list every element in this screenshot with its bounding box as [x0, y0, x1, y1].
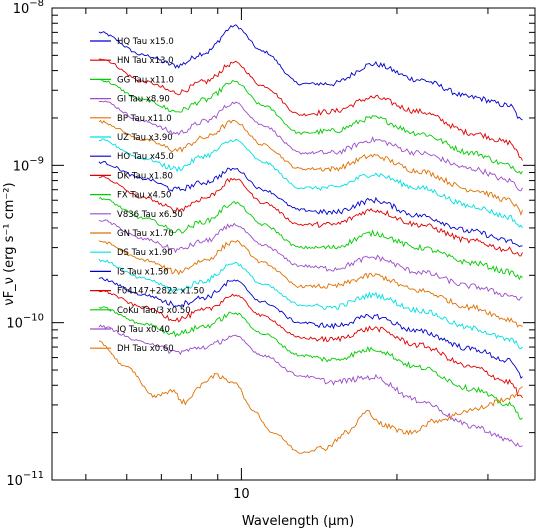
series-line-16	[98, 340, 523, 454]
y-tick-label-2: 10−9	[13, 155, 44, 174]
series-line-11	[98, 258, 523, 350]
legend-label-11: DS Tau x1.90	[117, 248, 173, 258]
x-axis-label: Wavelength (μm)	[242, 514, 354, 529]
y-tick-labels: 10−11 10−10 10−9 10−8	[6, 0, 44, 489]
legend-label-10: GN Tau x1.70	[117, 229, 174, 239]
axis-ticks	[52, 8, 535, 481]
series-line-4	[98, 119, 523, 216]
series-line-8	[98, 197, 523, 281]
x-tick-labels: 10	[233, 487, 250, 502]
legend: HQ Tau x15.0 HN Tau x13.0 GG Tau x11.0 GI T…	[90, 37, 204, 354]
y-tick-label-1: 10−10	[6, 313, 44, 332]
axes-box	[51, 7, 536, 481]
y-tick-label-0: 10−11	[6, 470, 44, 489]
x-tick-label-0: 10	[233, 487, 250, 502]
legend-label-5: UZ Tau x3.90	[117, 133, 173, 143]
series-line-10	[98, 239, 523, 328]
series-line-6	[98, 161, 523, 248]
legend-label-3: GI Tau x8.90	[117, 95, 170, 105]
y-axis-label: νF_ν (erg s⁻¹ cm⁻²)	[2, 182, 17, 305]
legend-label-8: FX Tau x4.50	[117, 191, 171, 201]
legend-label-4: BP Tau x11.0	[117, 114, 172, 124]
series-line-14	[98, 306, 523, 421]
series-line-7	[98, 175, 523, 257]
legend-label-0: HQ Tau x15.0	[117, 37, 174, 47]
series-line-9	[98, 219, 523, 301]
legend-label-1: HN Tau x13.0	[117, 56, 174, 66]
series-lines	[98, 24, 523, 454]
legend-label-14: CoKu Tau/3 x0.50	[117, 306, 191, 316]
series-line-1	[98, 58, 523, 161]
legend-label-15: IQ Tau x0.40	[117, 325, 170, 335]
series-line-12	[98, 277, 523, 379]
series-line-13	[98, 289, 523, 399]
series-line-0	[98, 24, 523, 121]
legend-label-13: F04147+2822 x1.50	[117, 287, 204, 297]
legend-label-2: GG Tau x11.0	[117, 75, 174, 85]
y-tick-label-3: 10−8	[13, 0, 44, 17]
legend-label-6: HO Tau x45.0	[117, 152, 174, 162]
series-line-15	[98, 324, 523, 447]
legend-label-16: DH Tau x0.60	[117, 344, 174, 354]
series-line-5	[98, 138, 523, 229]
series-line-2	[98, 78, 523, 175]
legend-label-7: DK Tau x1.80	[117, 171, 173, 181]
legend-label-9: V836 Tau x6.50	[117, 210, 183, 220]
series-line-3	[98, 100, 523, 192]
plot-frame	[51, 7, 536, 481]
legend-label-12: IS Tau x1.50	[117, 267, 169, 277]
